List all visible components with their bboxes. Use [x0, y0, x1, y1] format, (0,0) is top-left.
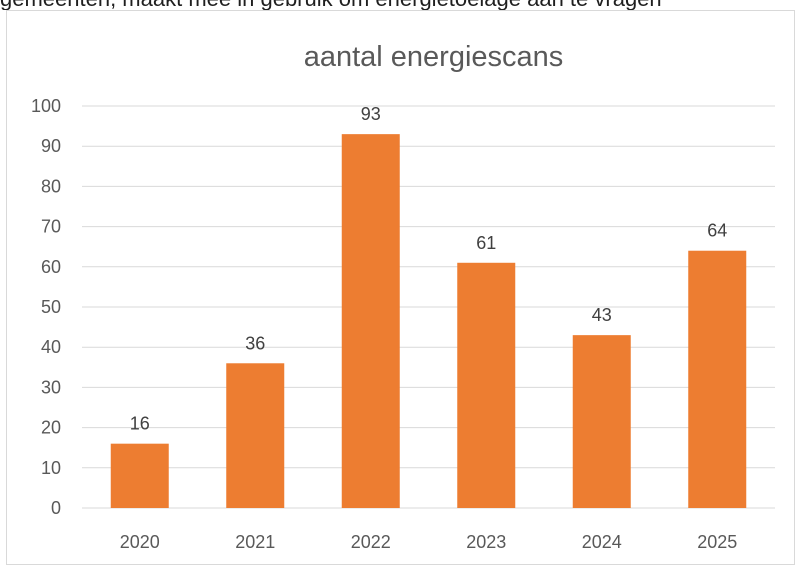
data-label-2021: 36 [245, 333, 265, 353]
data-label-2025: 64 [707, 221, 727, 241]
y-tick-label: 80 [41, 176, 61, 196]
y-tick-label: 10 [41, 458, 61, 478]
y-tick-label: 60 [41, 257, 61, 277]
x-axis-ticks: 2020 2021 2022 2023 2024 2025 [120, 532, 738, 552]
x-tick-label-2020: 2020 [120, 532, 160, 552]
bar-2025 [688, 250, 747, 508]
y-tick-label: 20 [41, 418, 61, 438]
y-tick-label: 0 [51, 498, 61, 518]
chart-title: aantal energiescans [304, 41, 564, 73]
data-label-2023: 61 [476, 233, 496, 253]
y-tick-label: 50 [41, 297, 61, 317]
cropped-text-strip: gemeenten, maakt mee in gebruik om energ… [0, 0, 798, 10]
data-label-2020: 16 [130, 414, 150, 434]
bar-2023 [457, 262, 516, 508]
x-tick-label-2023: 2023 [466, 532, 506, 552]
bar-2024 [572, 335, 631, 508]
x-tick-label-2021: 2021 [235, 532, 275, 552]
y-tick-label: 70 [41, 217, 61, 237]
y-tick-label: 90 [41, 136, 61, 156]
cropped-text-above: gemeenten, maakt mee in gebruik om energ… [0, 0, 662, 10]
bar-2021 [226, 363, 285, 508]
bar-2022 [341, 134, 400, 508]
y-tick-label: 100 [31, 96, 61, 116]
x-tick-label-2022: 2022 [351, 532, 391, 552]
data-label-2022: 93 [361, 104, 381, 124]
x-tick-label-2024: 2024 [582, 532, 622, 552]
y-tick-label: 40 [41, 337, 61, 357]
data-label-2024: 43 [592, 305, 612, 325]
bar-2020 [110, 443, 169, 508]
data-labels: 16 36 93 61 43 64 [130, 104, 728, 434]
y-axis-ticks: 0 10 20 30 40 50 60 70 80 90 100 [31, 96, 61, 518]
x-tick-label-2025: 2025 [697, 532, 737, 552]
y-tick-label: 30 [41, 377, 61, 397]
bars [110, 134, 747, 508]
gridlines [82, 105, 775, 509]
